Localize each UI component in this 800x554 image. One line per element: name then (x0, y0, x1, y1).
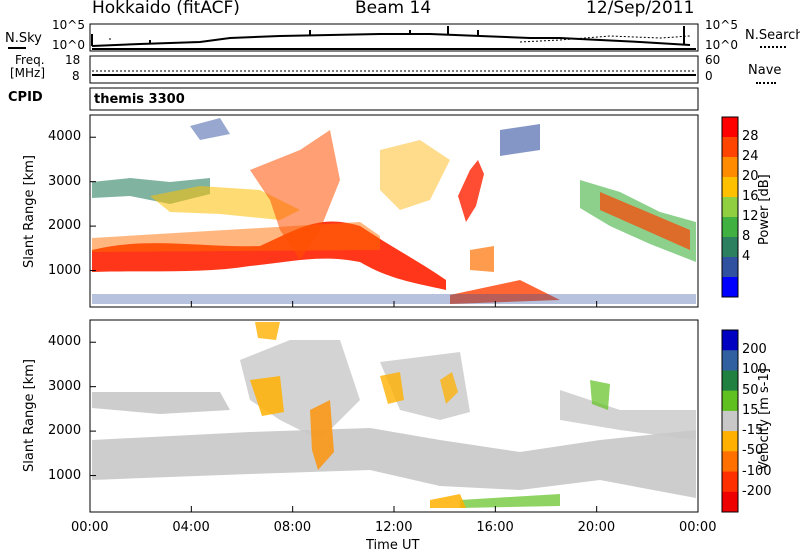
colorbar-segment (722, 257, 738, 278)
freq-tick-bottom: 8 (72, 69, 80, 83)
colorbar-segment (722, 410, 738, 432)
colorbar-tick-label: 8 (742, 229, 751, 244)
colorbar-segment (722, 350, 738, 371)
nsky-legend-line (8, 47, 26, 49)
colorbar-tick-label: 12 (742, 209, 759, 224)
power-ylabel: Slant Range [km] (22, 155, 37, 268)
y-tick-label: 4000 (48, 334, 82, 350)
nsky-tick-bottom: 10^0 (52, 38, 85, 52)
colorbar-tick-label: 4 (742, 249, 751, 264)
colorbar-segment (722, 390, 738, 412)
y-tick-label: 2000 (48, 218, 82, 234)
colorbar-tick-label: -15 (742, 423, 764, 439)
colorbar-tick-label: 50 (742, 382, 759, 398)
cpid-label: CPID (8, 90, 43, 105)
y-tick-label: 3000 (48, 378, 82, 394)
colorbar-segment (722, 237, 738, 258)
nsky-tick-top: 10^5 (52, 18, 85, 32)
nsky-panel-frame (89, 23, 699, 52)
colorbar-tick-label: -200 (742, 483, 772, 499)
x-axis-label: Time UT (366, 538, 420, 553)
nsearch-label: N.Search (745, 28, 800, 43)
colorbar-segment (722, 157, 738, 178)
colorbar-segment (722, 491, 738, 513)
nsky-line (91, 33, 691, 47)
colorbar-segment (722, 370, 738, 392)
colorbar-segment (722, 217, 738, 238)
colorbar-segment (722, 137, 738, 158)
colorbar-tick-label: 100 (742, 362, 767, 378)
freq-tick-top: 18 (65, 53, 81, 67)
x-tick-label: 00:00 (679, 520, 717, 535)
y-tick-label: 1000 (48, 262, 82, 278)
x-tick-label: 04:00 (172, 520, 210, 535)
freq-panel-frame (89, 55, 699, 84)
nave-tick-bottom: 0 (705, 69, 713, 83)
y-tick-label: 4000 (48, 129, 82, 145)
colorbar-segment (722, 431, 738, 452)
nsky-label: N.Sky (5, 31, 42, 46)
colorbar-tick-label: 20 (742, 169, 759, 184)
x-tick-label: 12:00 (375, 520, 413, 535)
velocity-ylabel: Slant Range [km] (22, 359, 37, 472)
nave-tick-top: 60 (705, 53, 721, 67)
velocity-data-layer (92, 322, 696, 508)
nsearch-tick-top: 10^5 (705, 18, 738, 32)
y-tick-label: 1000 (48, 467, 82, 483)
colorbar-tick-label: 24 (742, 149, 759, 164)
colorbar-tick-label: 15 (742, 402, 759, 418)
y-tick-label: 3000 (48, 173, 82, 189)
nave-legend-line (756, 82, 776, 84)
colorbar-tick-label: 16 (742, 189, 759, 204)
colorbar-segment (722, 471, 738, 493)
date-title: 12/Sep/2011 (586, 0, 695, 18)
nsky-spikes (91, 26, 685, 46)
colorbar-segment (722, 277, 738, 298)
nsearch-tick-bottom: 10^0 (705, 38, 738, 52)
colorbar-frame (721, 116, 739, 298)
nsearch-line (109, 35, 691, 43)
station-title: Hokkaido (fitACF) (92, 0, 240, 18)
cpid-panel-frame (89, 87, 699, 111)
colorbar-segment (722, 197, 738, 218)
freq-label-line2: [MHz] (10, 66, 46, 80)
cpid-value: themis 3300 (94, 92, 185, 107)
colorbar-tick-label: 28 (742, 129, 759, 144)
colorbar-tick-label: -50 (742, 443, 764, 459)
x-tick-label: 16:00 (476, 520, 514, 535)
freq-label-line1: Freq. (15, 53, 45, 67)
x-tick-label: 08:00 (273, 520, 312, 535)
colorbar-segment (722, 451, 738, 473)
colorbar-segment (722, 177, 738, 198)
x-tick-label: 20:00 (577, 520, 616, 535)
nave-label: Nave (748, 63, 782, 78)
colorbar-tick-label: -100 (742, 463, 772, 479)
x-tick-label: 00:00 (71, 520, 109, 535)
nsearch-legend-line (760, 46, 786, 48)
beam-title: Beam 14 (355, 0, 432, 18)
colorbar-tick-label: 200 (742, 342, 767, 358)
colorbar-segment (722, 117, 738, 138)
power-colorbar-label: Power [dB] (757, 174, 772, 245)
colorbar-segment (722, 330, 738, 351)
power-data-layer (92, 118, 696, 304)
y-tick-label: 2000 (48, 423, 82, 439)
colorbar-frame (721, 329, 739, 513)
velocity-colorbar-label: Velocity [m s-1] (757, 368, 772, 470)
